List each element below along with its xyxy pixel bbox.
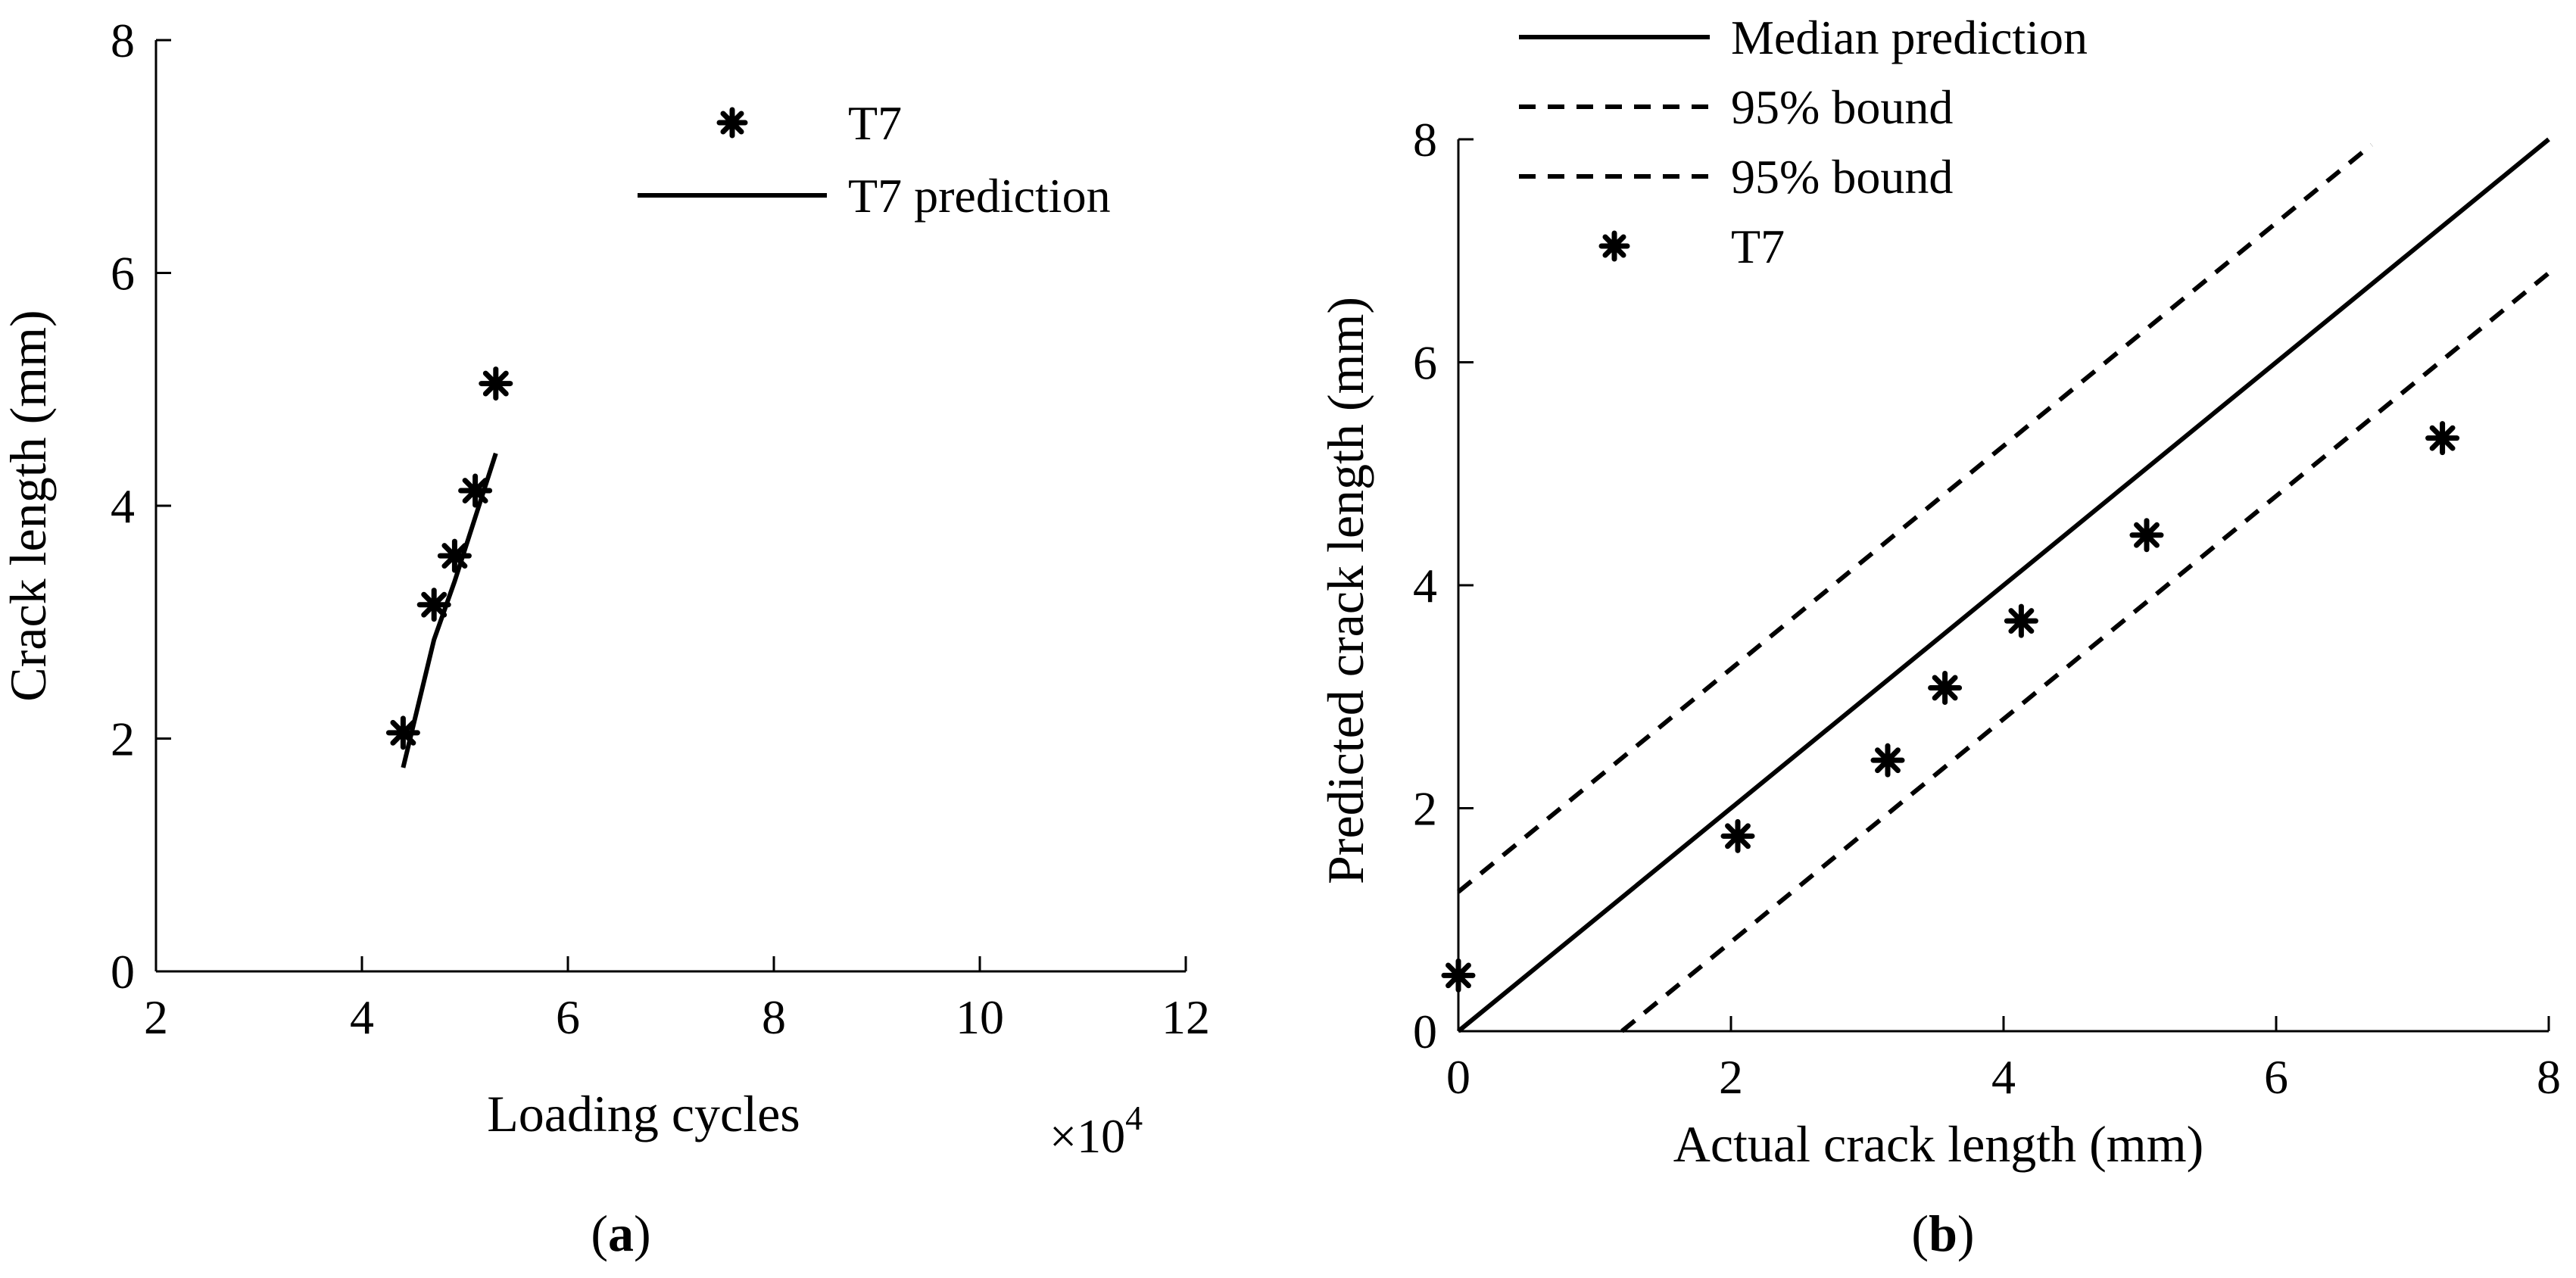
y-tick-label: 4 bbox=[1413, 559, 1437, 613]
data-point-t7-stroke bbox=[1875, 747, 1901, 774]
series-line-median-prediction bbox=[1457, 137, 2550, 1033]
caption-open-paren: ( bbox=[1911, 1205, 1929, 1262]
data-point-t7 bbox=[2129, 518, 2164, 553]
legend-label: Median prediction bbox=[1731, 11, 2088, 64]
caption-letter: b bbox=[1929, 1205, 1957, 1262]
caption-open-paren: ( bbox=[591, 1205, 608, 1262]
x-tick-label: 2 bbox=[1719, 1050, 1743, 1104]
legend-label: T7 prediction bbox=[848, 169, 1111, 223]
data-point-t7 bbox=[1720, 818, 1755, 853]
data-point-t7-stroke bbox=[1725, 823, 1751, 849]
y-tick-label: 8 bbox=[111, 14, 135, 67]
series-line-t7-prediction bbox=[401, 452, 498, 768]
legend-marker-sample bbox=[1598, 230, 1630, 262]
y-tick-label: 8 bbox=[1413, 113, 1437, 167]
series-line-95-bound bbox=[1620, 271, 2550, 1033]
data-point-t7 bbox=[479, 366, 513, 401]
data-point-t7 bbox=[416, 588, 451, 622]
x-tick-label: 4 bbox=[350, 990, 374, 1044]
x-tick-label: 8 bbox=[762, 990, 786, 1044]
y-tick-label: 4 bbox=[111, 479, 135, 533]
y-tick-label: 0 bbox=[1413, 1005, 1437, 1058]
legend-label: 95% bound bbox=[1731, 150, 1953, 204]
data-point-t7 bbox=[1870, 743, 1905, 778]
legend-marker-sample bbox=[716, 107, 748, 139]
data-point-t7-stroke bbox=[2134, 522, 2160, 548]
data-point-t7-stroke bbox=[462, 478, 488, 503]
data-point-t7-stroke bbox=[1445, 962, 1471, 989]
data-point-t7 bbox=[2004, 603, 2038, 638]
x-tick-label: 6 bbox=[556, 990, 580, 1044]
y-tick-label: 2 bbox=[111, 712, 135, 766]
data-point-t7 bbox=[1441, 958, 1476, 993]
data-point-t7-stroke bbox=[1932, 675, 1958, 701]
y-tick-label: 6 bbox=[1413, 336, 1437, 390]
caption-close-paren: ) bbox=[1957, 1205, 1975, 1262]
data-point-t7-stroke bbox=[441, 543, 468, 569]
x-tick-label: 2 bbox=[144, 990, 168, 1044]
panel-b-chart: 0 2 4 6 8 0 2 4 6 8 Actual crack length (mm) Predic… bbox=[1317, 11, 2561, 1262]
data-point-t7-stroke bbox=[2429, 425, 2456, 451]
data-point-t7-stroke bbox=[390, 719, 416, 746]
data-point-t7 bbox=[2425, 421, 2460, 456]
data-point-t7-stroke bbox=[421, 591, 448, 618]
panel-caption: (b) bbox=[1911, 1205, 1974, 1262]
x-tick-label: 4 bbox=[1991, 1050, 2016, 1104]
x-tick-label: 6 bbox=[2264, 1050, 2288, 1104]
x-axis-multiplier-exponent: 4 bbox=[1125, 1099, 1143, 1137]
panel-caption: (a) bbox=[591, 1205, 650, 1262]
legend-marker-sample-stroke bbox=[720, 111, 744, 135]
y-tick-label: 2 bbox=[1413, 782, 1437, 836]
series-line-95-bound bbox=[1457, 143, 2373, 894]
caption-letter: a bbox=[608, 1205, 634, 1262]
y-tick-label: 6 bbox=[111, 247, 135, 301]
x-tick-label: 8 bbox=[2537, 1050, 2561, 1104]
x-tick-label: 12 bbox=[1162, 990, 1210, 1044]
legend-label: T7 bbox=[848, 96, 902, 150]
data-point-t7-stroke bbox=[2008, 608, 2035, 634]
legend-label: T7 bbox=[1731, 220, 1785, 273]
x-axis-title: Actual crack length (mm) bbox=[1673, 1115, 2204, 1173]
x-tick-label: 0 bbox=[1446, 1050, 1470, 1104]
x-axis-multiplier: ×104 bbox=[1049, 1099, 1143, 1163]
y-axis-title: Crack length (mm) bbox=[0, 310, 57, 701]
y-axis-title: Predicted crack length (mm) bbox=[1317, 297, 1374, 884]
data-point-t7 bbox=[1928, 670, 1963, 705]
y-tick-label: 0 bbox=[111, 945, 135, 999]
legend-marker-sample-stroke bbox=[1602, 234, 1626, 258]
data-point-t7-stroke bbox=[482, 370, 509, 397]
x-tick-label: 10 bbox=[956, 990, 1004, 1044]
x-axis-title: Loading cycles bbox=[487, 1085, 800, 1142]
legend-label: 95% bound bbox=[1731, 80, 1953, 134]
x-axis-multiplier-base: ×10 bbox=[1049, 1109, 1125, 1163]
caption-close-paren: ) bbox=[634, 1205, 651, 1262]
